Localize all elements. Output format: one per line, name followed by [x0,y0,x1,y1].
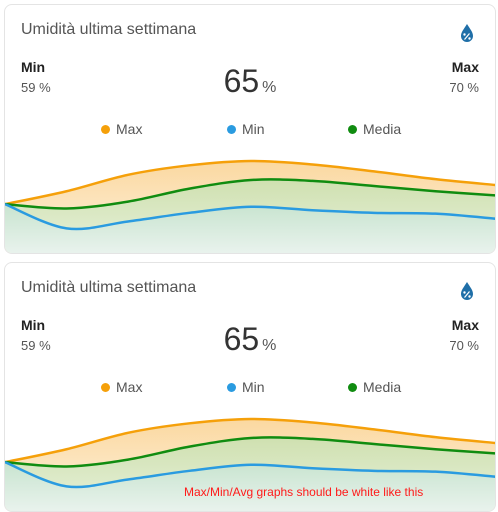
legend-label-max: Max [116,121,143,137]
series-line-max [5,159,495,206]
legend-dot-media [348,124,357,134]
min-label: Min [21,317,46,333]
legend-label-min: Min [242,121,265,137]
water-percent-icon [461,24,473,42]
max-label: Max [451,317,479,333]
legend-item-media[interactable]: Media [348,379,401,395]
humidity-card-1[interactable]: Umidità ultima settimana Min 59 % Max 70… [4,4,496,254]
humidity-chart [5,417,495,511]
humidity-chart [5,159,495,253]
legend-label-max: Max [116,379,143,395]
current-value: 65 [223,321,260,357]
humidity-card-2[interactable]: Umidità ultima settimana Min 59 % Max 70… [4,262,496,512]
legend-dot-max [101,382,110,392]
min-label: Min [21,59,46,75]
min-value: 59 % [21,338,51,353]
max-label: Max [451,59,479,75]
legend-dot-min [227,124,236,134]
legend-item-media[interactable]: Media [348,121,401,137]
legend-label-media: Media [363,121,402,137]
max-value: 70 % [449,80,479,95]
series-line-media [5,436,495,468]
chart-legend: Max Min Media [5,121,495,137]
legend-dot-min [227,382,236,392]
annotation-note: Max/Min/Avg graphs should be white like … [184,485,424,499]
series-line-min [5,461,495,489]
current-value: 65 [223,63,260,99]
card-title: Umidità ultima settimana [21,21,197,38]
series-line-max [5,417,495,464]
area-min [5,204,495,253]
series-line-min [5,203,495,231]
current-humidity: 65% [5,321,495,358]
legend-label-min: Min [242,379,265,395]
legend-dot-media [348,382,357,392]
legend-item-min[interactable]: Min [227,379,265,395]
min-value: 59 % [21,80,51,95]
current-unit: % [262,79,277,96]
current-unit: % [262,337,277,354]
area-min [5,462,495,511]
legend-label-media: Media [363,379,402,395]
card-title: Umidità ultima settimana [21,279,197,296]
max-value: 70 % [449,338,479,353]
legend-item-min[interactable]: Min [227,121,265,137]
legend-item-max[interactable]: Max [101,121,142,137]
current-humidity: 65% [5,63,495,100]
water-percent-icon [461,282,473,300]
series-line-media [5,178,495,210]
chart-legend: Max Min Media [5,379,495,395]
legend-item-max[interactable]: Max [101,379,142,395]
legend-dot-max [101,124,110,134]
